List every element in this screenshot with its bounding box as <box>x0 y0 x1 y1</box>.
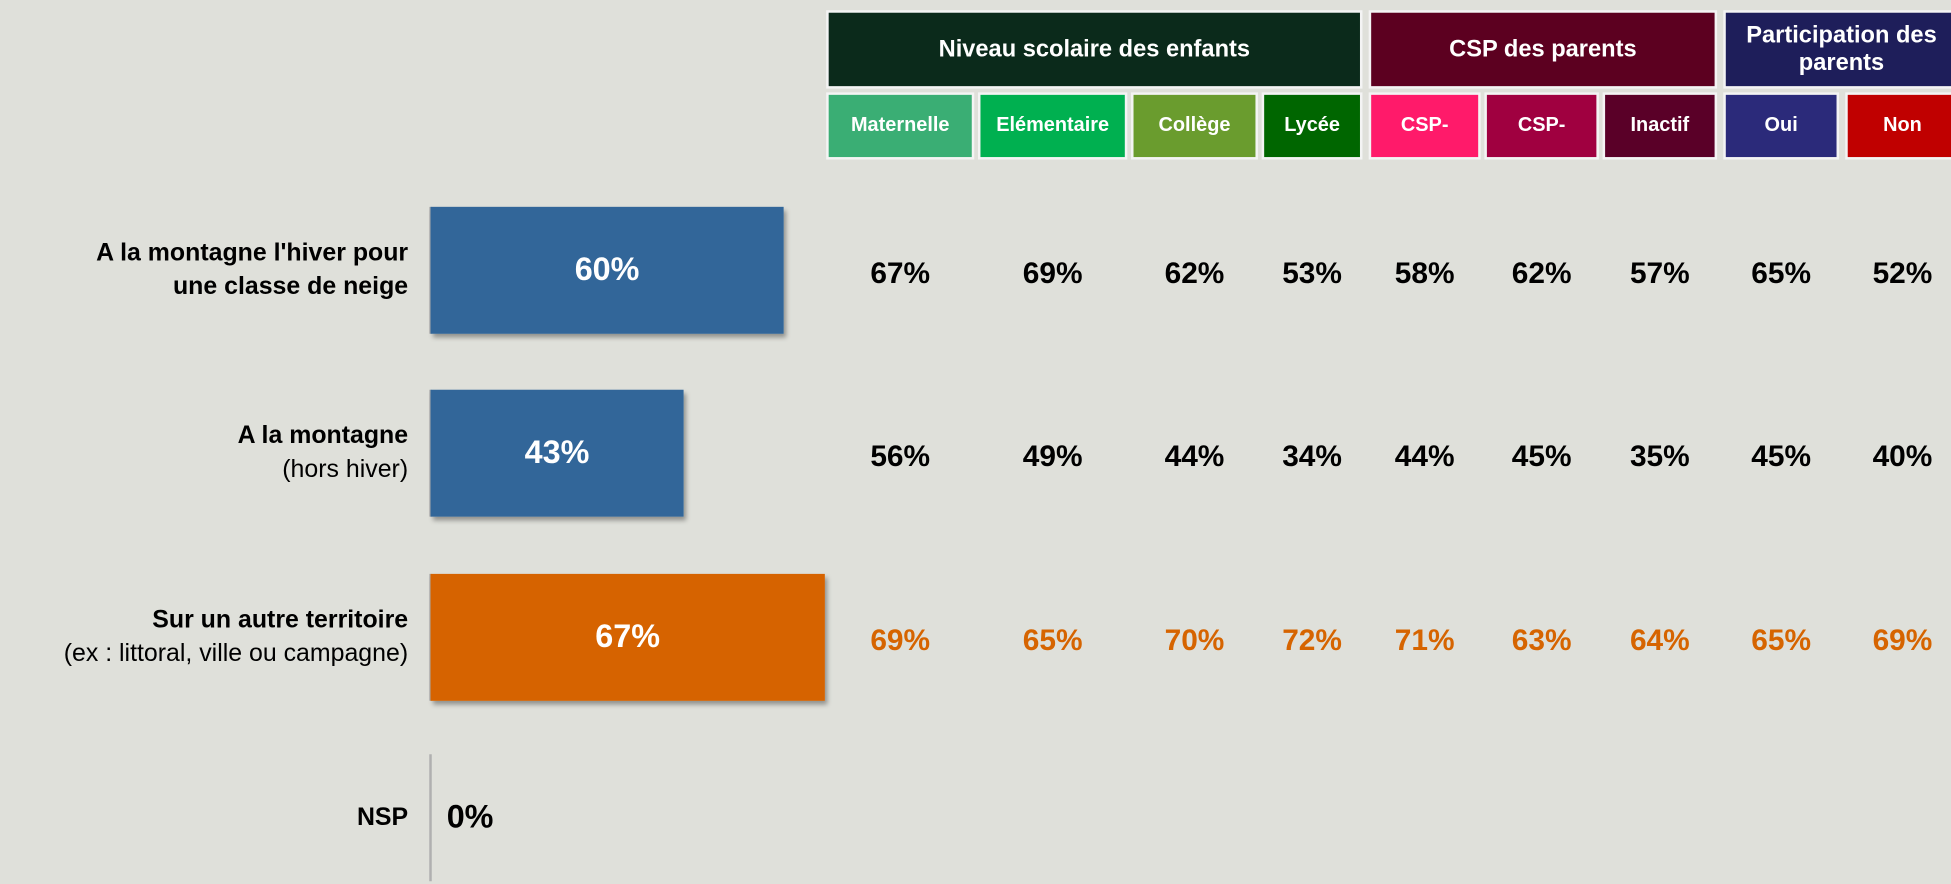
group-header-label: Niveau scolaire des enfants <box>938 35 1251 62</box>
table-cell: 71% <box>1395 624 1455 657</box>
table-cell: 45% <box>1512 440 1572 473</box>
group-header-label-box: Participation des parents <box>1746 22 1937 76</box>
column-header-label: CSP- <box>1517 114 1566 136</box>
group-header <box>1368 10 1718 89</box>
column-header-label: Elémentaire <box>996 114 1110 136</box>
column-header-label: Inactif <box>1630 114 1690 136</box>
value-label: 67% <box>595 618 660 654</box>
table-cell: 35% <box>1630 440 1690 473</box>
category-label-box: Sur un autre territoire (ex : littoral, v… <box>0 574 408 701</box>
column-header <box>1845 92 1951 160</box>
table-cell: 65% <box>1751 624 1811 657</box>
column-header-label-box: Elémentaire <box>996 114 1110 136</box>
table-cell: 64% <box>1630 624 1690 657</box>
category-label: A la montagne <box>237 422 409 450</box>
table-cell: 44% <box>1395 440 1455 473</box>
table-cell: 57% <box>1630 257 1690 290</box>
table-cell: 69% <box>870 624 930 657</box>
table-cell: 70% <box>1165 624 1225 657</box>
group-header-label: Participation des parents <box>1746 22 1937 76</box>
bar <box>430 573 825 701</box>
category-label-group: Sur un autre territoire (ex : littoral, v… <box>0 574 408 701</box>
value-label: 0% <box>447 799 494 835</box>
table-cell: 69% <box>1023 257 1083 290</box>
column-header <box>1484 92 1599 160</box>
column-header <box>1602 92 1718 160</box>
table-cell: 67% <box>870 257 930 290</box>
table-cell: 69% <box>1873 624 1933 657</box>
group-header <box>826 10 1363 89</box>
table-cell: 65% <box>1023 624 1083 657</box>
category-note: (ex : littoral, ville ou campagne) <box>63 639 409 668</box>
column-header-label: Non <box>1883 114 1922 136</box>
bar <box>430 206 784 334</box>
table-cell: 56% <box>870 440 930 473</box>
category-label-group: A la montagne l'hiver pour une classe de… <box>0 207 408 334</box>
column-header-label-box: Collège <box>1158 114 1231 136</box>
column-header-label: Oui <box>1764 114 1798 136</box>
group-header <box>1723 10 1951 89</box>
value-label: 60% <box>575 251 640 287</box>
table-cell: 40% <box>1873 440 1933 473</box>
table-cell: 49% <box>1023 440 1083 473</box>
table-cell: 63% <box>1512 624 1572 657</box>
bar <box>430 389 684 517</box>
table-cell: 65% <box>1751 257 1811 290</box>
column-header <box>1368 92 1481 160</box>
group-header-label-box: Niveau scolaire des enfants <box>938 35 1251 62</box>
column-header <box>977 92 1128 160</box>
column-header-label: Maternelle <box>850 114 950 136</box>
column-header-label: Collège <box>1158 114 1231 136</box>
column-header <box>1723 92 1840 160</box>
category-label-group: NSP <box>0 754 408 881</box>
table-cell: 62% <box>1512 257 1572 290</box>
column-header-label-box: CSP- <box>1400 114 1449 136</box>
column-header-label-box: Maternelle <box>850 114 950 136</box>
table-cell: 45% <box>1751 440 1811 473</box>
category-label: Sur un autre territoire <box>152 606 409 634</box>
table-cell: 72% <box>1282 624 1342 657</box>
category-label-box: NSP <box>0 754 408 881</box>
table-cell: 52% <box>1873 257 1933 290</box>
column-header-label-box: Inactif <box>1630 114 1690 136</box>
column-header-label: Lycée <box>1284 114 1340 136</box>
column-header-label-box: CSP- <box>1517 114 1566 136</box>
table-cell: 62% <box>1165 257 1225 290</box>
category-label-box: A la montagne (hors hiver) <box>0 390 409 517</box>
column-header <box>826 92 975 160</box>
column-header-label-box: Lycée <box>1284 114 1340 136</box>
table-cell: 34% <box>1282 440 1342 473</box>
column-header-label-box: Oui <box>1764 114 1798 136</box>
category-label: A la montagne l'hiver pour une classe de… <box>96 239 409 301</box>
table-cell: 44% <box>1165 440 1225 473</box>
column-header <box>1261 92 1363 160</box>
category-label-box: A la montagne l'hiver pour une classe de… <box>0 207 408 334</box>
category-note: (hors hiver) <box>282 455 409 484</box>
group-header-label-box: CSP des parents <box>1449 35 1637 62</box>
group-header-label: CSP des parents <box>1449 35 1637 62</box>
category-label-group: A la montagne (hors hiver) <box>0 390 409 517</box>
table-cell: 58% <box>1395 257 1455 290</box>
column-header <box>1131 92 1258 160</box>
value-label: 43% <box>525 434 590 470</box>
column-header-label: CSP- <box>1400 114 1449 136</box>
table-cell: 53% <box>1282 257 1342 290</box>
column-header-label-box: Non <box>1883 114 1922 136</box>
category-label: NSP <box>356 803 409 831</box>
